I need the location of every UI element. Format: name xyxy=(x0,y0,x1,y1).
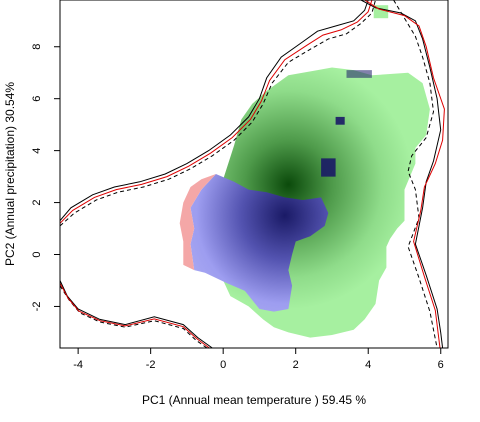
contour-lines xyxy=(60,0,445,348)
x-tick-label: -4 xyxy=(73,359,83,371)
plot-area xyxy=(60,0,445,348)
x-axis-label: PC1 (Annual mean temperature ) 59.45 % xyxy=(142,393,366,407)
region-blue-patch xyxy=(346,70,372,78)
y-tick-label: 4 xyxy=(31,148,43,154)
contour-outer-red xyxy=(60,0,373,224)
density-regions xyxy=(179,5,430,338)
region-blue-patch xyxy=(321,158,336,177)
x-tick-label: -2 xyxy=(146,359,156,371)
y-tick-label: 0 xyxy=(31,251,43,257)
y-tick-label: 2 xyxy=(31,200,43,206)
contour-bottom-dashed-black xyxy=(60,285,208,348)
plot-frame xyxy=(59,0,449,349)
x-axis: -4 -2 0 2 4 6 xyxy=(73,348,444,371)
x-tick-label: 0 xyxy=(220,359,226,371)
y-axis: -2 0 2 4 6 8 xyxy=(31,44,60,312)
region-blue-patch xyxy=(335,116,345,125)
y-axis-label: PC2 (Annual precipitation) 30.54% xyxy=(3,82,17,266)
contour-right-red xyxy=(364,0,445,348)
x-tick-label: 4 xyxy=(365,359,371,371)
region-red xyxy=(179,174,216,271)
contour-outer-solid-black xyxy=(60,0,369,222)
x-tick-label: 6 xyxy=(438,359,444,371)
contour-bottom-solid-black xyxy=(60,280,213,348)
y-tick-label: 8 xyxy=(31,44,43,50)
contour-bottom-red xyxy=(60,282,210,348)
x-tick-label: 2 xyxy=(293,359,299,371)
y-tick-label: 6 xyxy=(31,96,43,102)
contour-right-solid-black xyxy=(360,0,444,348)
region-blue xyxy=(190,174,329,312)
contour-outer-dashed-black xyxy=(60,0,376,227)
contour-right-dashed-black xyxy=(393,0,438,348)
y-tick-label: -2 xyxy=(31,302,43,312)
